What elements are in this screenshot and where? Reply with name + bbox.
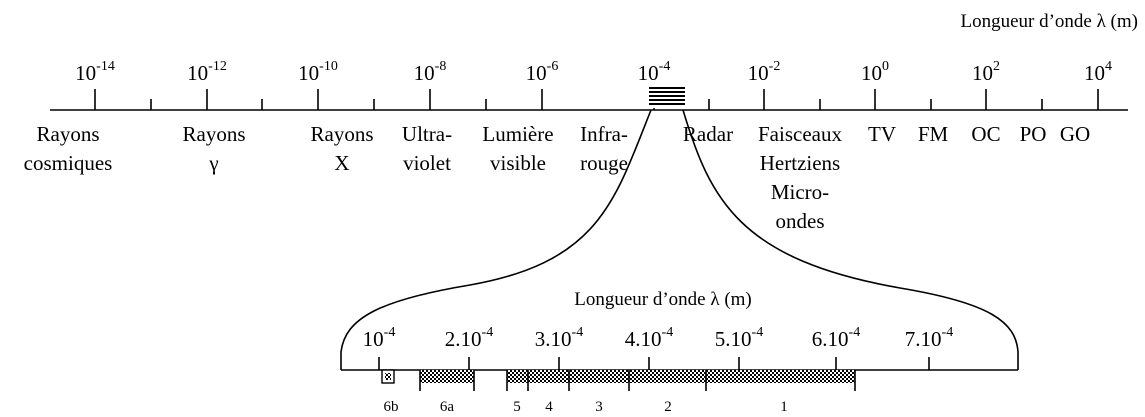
region-label: ondes — [776, 209, 825, 233]
zoom-ticks — [378, 357, 930, 370]
band-label: 6a — [440, 399, 455, 415]
region-label: Rayons — [37, 122, 100, 146]
top-minor-ticks — [150, 99, 1043, 110]
top-tick-label: 10-8 — [414, 59, 447, 85]
zoom-tick-label: 7.10-4 — [905, 325, 953, 351]
band-bars — [381, 369, 856, 391]
band-labels: 6b 6a 5 4 3 2 1 — [384, 399, 788, 415]
zoom-tick-label: 6.10-4 — [812, 325, 860, 351]
band-1-5-bar — [507, 370, 855, 383]
region-label: X — [334, 151, 349, 175]
zoom-curve-left — [340, 109, 652, 370]
region-label: Micro- — [771, 180, 829, 204]
region-label: Rayons — [183, 122, 246, 146]
zoom-tick-label: 4.10-4 — [625, 325, 673, 351]
zoom-tick-label: 10-4 — [363, 325, 396, 351]
zoom-curve-right — [682, 109, 1019, 370]
top-tick-label: 10-6 — [526, 59, 559, 85]
region-label: visible — [490, 151, 546, 175]
band-label: 4 — [545, 399, 553, 415]
region-label: TV — [868, 122, 896, 146]
region-label: Faisceaux — [758, 122, 842, 146]
top-axis-title: Longueur d’onde λ (m) — [960, 11, 1138, 32]
region-label: Infra- — [580, 122, 628, 146]
top-tick-label: 102 — [972, 59, 1000, 85]
top-tick-label: 100 — [861, 59, 889, 85]
top-tick-label: 10-10 — [298, 59, 338, 85]
region-label: Hertziens — [760, 151, 840, 175]
band-label: 6b — [384, 399, 399, 415]
region-label: rouge — [580, 151, 628, 175]
top-region-labels: Rayons cosmiques Rayons γ Rayons X Ultra… — [24, 122, 1091, 233]
band-label: 5 — [513, 399, 521, 415]
zoom-tick-label: 3.10-4 — [535, 325, 583, 351]
region-label: GO — [1060, 122, 1090, 146]
region-label: Ultra- — [402, 122, 452, 146]
zoom-tick-label: 2.10-4 — [445, 325, 493, 351]
region-label: γ — [208, 151, 218, 175]
top-tick-labels: 10-14 10-12 10-10 10-8 10-6 10-4 10-2 10… — [75, 59, 1112, 85]
band-label: 3 — [595, 399, 603, 415]
zoom-axis-title: Longueur d’onde λ (m) — [574, 289, 752, 310]
top-tick-label: 104 — [1084, 59, 1112, 85]
region-label: Lumière — [482, 122, 553, 146]
band-label: 1 — [780, 399, 788, 415]
region-label: Rayons — [311, 122, 374, 146]
top-tick-label: 10-4 — [638, 59, 671, 85]
band-6b-fill — [385, 373, 391, 380]
band-label: 2 — [664, 399, 672, 415]
zoom-tick-label: 5.10-4 — [715, 325, 763, 351]
band-6a-bar — [420, 370, 474, 383]
region-label: cosmiques — [24, 151, 113, 175]
top-tick-label: 10-2 — [748, 59, 781, 85]
top-tick-label: 10-14 — [75, 59, 115, 85]
top-tick-label: 10-12 — [187, 59, 227, 85]
region-label: PO — [1020, 122, 1047, 146]
visible-range-marker — [648, 86, 686, 108]
region-label: violet — [403, 151, 451, 175]
region-label: OC — [971, 122, 1000, 146]
zoom-tick-labels: 10-4 2.10-4 3.10-4 4.10-4 5.10-4 6.10-4 … — [363, 325, 954, 351]
region-label: FM — [918, 122, 949, 146]
top-major-ticks — [94, 89, 1099, 110]
